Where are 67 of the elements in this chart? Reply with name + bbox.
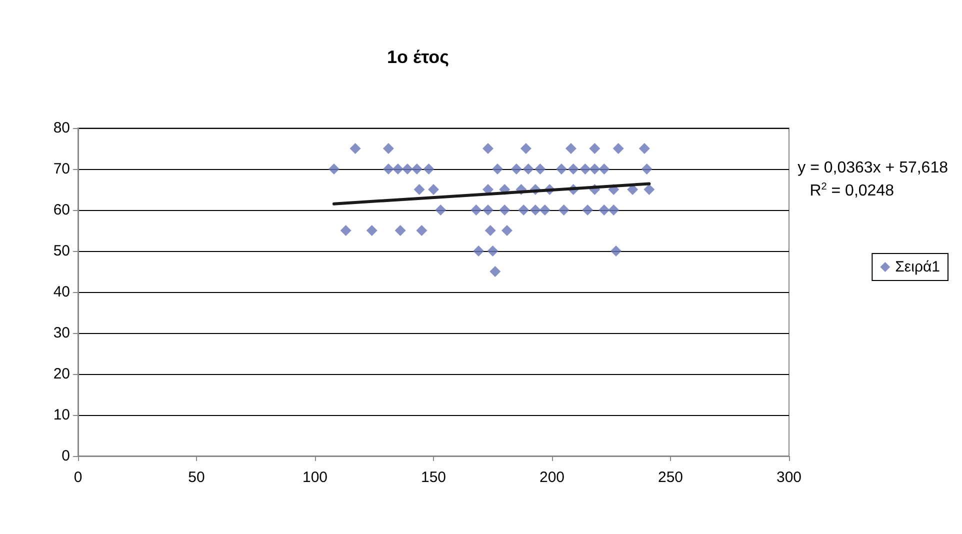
point [423, 164, 434, 174]
point [510, 164, 522, 174]
point [416, 225, 428, 236]
point [612, 143, 624, 154]
point [328, 164, 340, 174]
point [644, 184, 655, 195]
y-tick-label: 50 [53, 242, 70, 260]
point [589, 143, 600, 154]
point [492, 164, 503, 174]
x-tick-label: 50 [188, 469, 205, 486]
point [490, 266, 501, 277]
point [534, 164, 546, 174]
point [473, 246, 484, 256]
x-tick-label: 100 [302, 469, 328, 486]
legend-label: Σειρά1 [895, 258, 940, 276]
x-tick-label: 250 [658, 469, 684, 486]
point [522, 164, 534, 174]
point [484, 225, 496, 236]
y-tick-label: 10 [53, 406, 70, 424]
y-tick-label: 80 [53, 120, 70, 136]
point [482, 143, 494, 154]
point [520, 143, 532, 154]
chart-title: 1ο έτος [386, 47, 450, 67]
point [641, 164, 652, 174]
x-tick-label: 300 [776, 469, 802, 486]
point [598, 204, 610, 216]
point [501, 225, 512, 236]
point [435, 204, 446, 216]
x-tick-label: 200 [539, 469, 565, 486]
point [394, 225, 406, 236]
point [556, 164, 567, 174]
point [589, 164, 600, 174]
point [499, 204, 510, 216]
y-tick-label: 40 [53, 284, 70, 300]
point [411, 164, 422, 174]
point [518, 204, 530, 216]
point [610, 246, 622, 256]
point [428, 184, 439, 195]
point [382, 143, 394, 154]
y-tick-label: 0 [62, 448, 70, 464]
point [608, 204, 620, 216]
x-tick-label: 150 [420, 469, 446, 486]
point [470, 204, 482, 216]
y-tick-label: 60 [53, 202, 70, 218]
text: y = 0,0363x + 57,618 [798, 160, 948, 176]
point [582, 204, 594, 216]
point [402, 164, 413, 174]
y-tick-label: 70 [53, 160, 70, 178]
point [565, 143, 576, 154]
point [568, 164, 579, 174]
point [558, 204, 570, 216]
point [539, 204, 550, 216]
x-tick-label: 0 [74, 469, 82, 486]
point [366, 225, 378, 236]
y-tick-label: 20 [53, 366, 70, 382]
y-tick-label: 30 [53, 324, 70, 342]
point [598, 164, 610, 174]
point [580, 164, 591, 174]
point [482, 204, 494, 216]
point [530, 204, 541, 216]
point [638, 143, 650, 154]
point [350, 143, 361, 154]
point [340, 225, 352, 236]
point [414, 184, 425, 195]
point [392, 164, 404, 174]
point [382, 164, 394, 174]
point [487, 246, 498, 256]
